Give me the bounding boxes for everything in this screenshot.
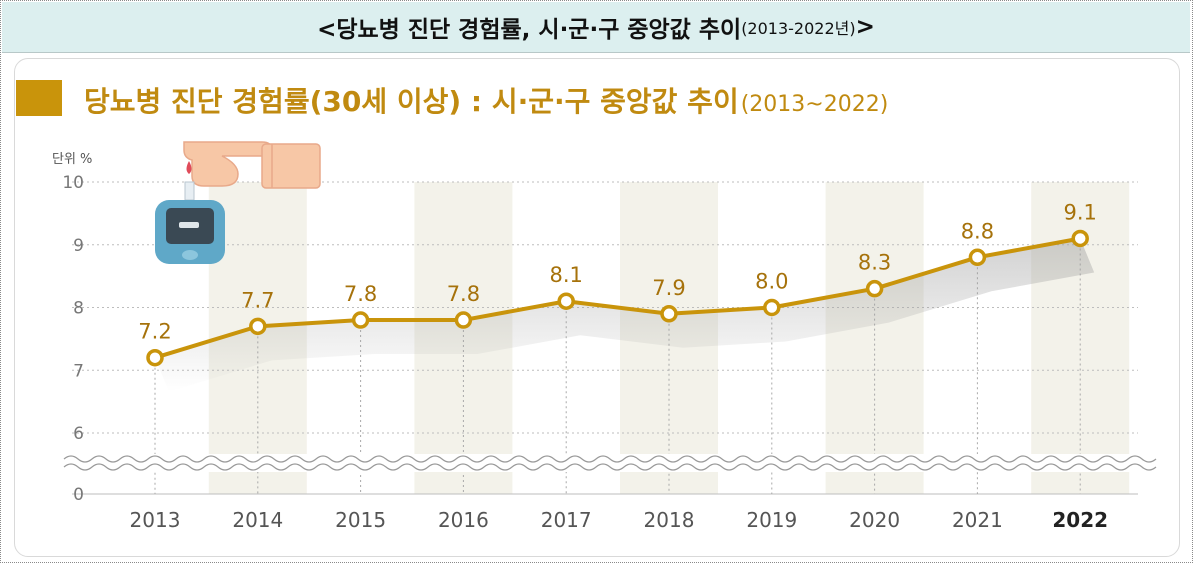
y-tick-6: 6 [73,424,84,444]
chart-title-text: 당뇨병 진단 경험률(30세 이상) : 시·군·구 중앙값 추이 [84,85,739,118]
x-tick-2021: 2021 [952,508,1003,532]
data-label-2019: 8.0 [755,270,788,294]
data-label-2021: 8.8 [961,219,994,243]
point-2019 [763,298,781,317]
banner-close-bracket: > [855,14,875,40]
data-label-2020: 8.3 [858,251,891,275]
blood-drop-icon [186,161,192,174]
title-marker [16,80,62,116]
data-label-2018: 7.9 [652,276,685,300]
data-label-2022: 9.1 [1063,200,1096,224]
x-tick-2016: 2016 [438,508,489,532]
banner-period: (2013-2022년) [741,19,856,38]
x-tick-2014: 2014 [232,508,283,532]
data-label-2015: 7.8 [344,282,377,306]
glucose-meter-illustration [155,141,321,264]
data-label-2017: 8.1 [549,263,582,287]
data-label-2016: 7.8 [447,282,480,306]
point-2013 [146,348,164,367]
y-tick-8: 8 [73,299,84,319]
axis-break-wave-bottom [63,463,1157,471]
column-band-2022 [1031,182,1130,494]
point-2020 [865,279,884,298]
y-tick-7: 7 [73,361,84,381]
x-tick-2020: 2020 [849,508,900,532]
axis-break-wave-top [63,455,1157,463]
y-tick-0: 0 [73,485,84,505]
x-tick-2015: 2015 [335,508,386,532]
data-label-2013: 7.2 [138,320,171,344]
x-tick-2017: 2017 [541,508,592,532]
unit-label: 단위 % [52,152,93,167]
y-tick-9: 9 [73,236,84,256]
point-2016 [454,311,473,329]
point-2021 [968,248,987,267]
point-2022 [1071,229,1089,248]
point-2017 [557,292,575,310]
x-tick-2013: 2013 [130,508,181,532]
point-2018 [660,305,678,323]
x-tick-2022: 2022 [1052,508,1108,532]
point-2015 [351,311,370,329]
banner-title: <당뇨병 진단 경험률, 시·군·구 중앙값 추이 [317,17,742,43]
y-tick-10: 10 [62,173,84,193]
chart-title-period: (2013~2022) [740,92,889,117]
line-shadow [155,238,1095,392]
x-tick-2018: 2018 [644,508,695,532]
point-2014 [249,317,267,336]
chart-title: 당뇨병 진단 경험률(30세 이상) : 시·군·구 중앙값 추이 (2013~2… [84,80,888,120]
page-title-banner: <당뇨병 진단 경험률, 시·군·구 중앙값 추이 (2013-2022년) > [2,2,1190,53]
series-line [154,236,1081,360]
column-band-2020 [825,182,924,494]
x-tick-2019: 2019 [746,508,797,532]
pointing-hand-icon [183,141,321,189]
data-label-2014: 7.7 [241,288,274,312]
